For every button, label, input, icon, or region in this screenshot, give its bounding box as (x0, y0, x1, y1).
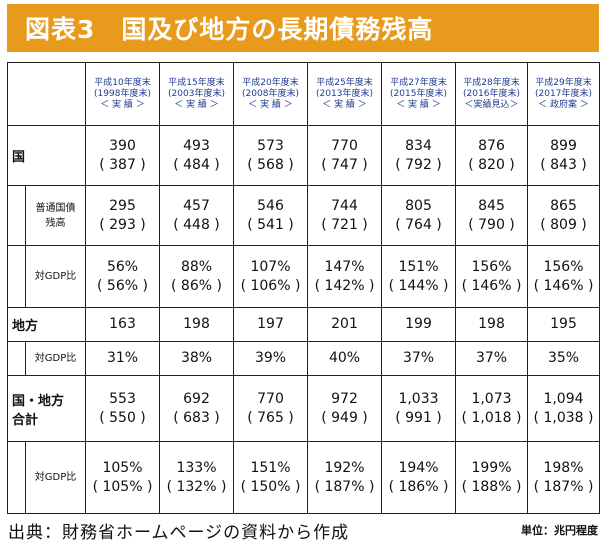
row-chiho: 地方 163 198 197 201 199 198 195 (7, 307, 600, 342)
table-cell: 770( 765 ) (233, 375, 308, 442)
table-cell: 692( 683 ) (159, 375, 234, 442)
indent-spacer (7, 185, 26, 246)
table-cell: 37% (381, 341, 456, 376)
table-cell: 192%( 187% ) (307, 441, 382, 514)
table-cell: 198%( 187% ) (527, 441, 600, 514)
source-note: 出典：財務省ホームページの資料から作成 (8, 523, 350, 543)
table-cell: 972( 949 ) (307, 375, 382, 442)
table-cell: 194%( 186% ) (381, 441, 456, 514)
table-cell: 105%( 105% ) (85, 441, 160, 514)
table-cell: 865( 809 ) (527, 185, 600, 246)
table-cell: 390( 387 ) (85, 125, 160, 186)
table-cell: 163 (85, 307, 160, 342)
debt-table: 平成10年度末 (1998年度末) ＜ 実 績 ＞ 平成15年度末 (2003年度末)… (7, 62, 600, 514)
table-cell: 37% (455, 341, 528, 376)
unit-note: 単位：兆円程度 (521, 524, 598, 537)
table-cell: 834( 792 ) (381, 125, 456, 186)
column-header: 平成10年度末 (1998年度末) ＜ 実 績 ＞ (85, 62, 160, 126)
table-cell: 40% (307, 341, 382, 376)
table-cell: 88%( 86% ) (159, 245, 234, 308)
row-kuni-gdp: 対GDP比 56%( 56% ) 88%( 86% ) 107%( 106% )… (7, 245, 600, 308)
table-cell: 201 (307, 307, 382, 342)
table-cell: 39% (233, 341, 308, 376)
row-label-total: 国・地方 合計 (7, 375, 86, 442)
table-cell: 31% (85, 341, 160, 376)
row-label-total-gdp: 対GDP比 (25, 441, 86, 514)
table-cell: 156%( 146% ) (455, 245, 528, 308)
table-cell: 1,033( 991 ) (381, 375, 456, 442)
table-cell: 151%( 150% ) (233, 441, 308, 514)
table-cell: 38% (159, 341, 234, 376)
table-cell: 107%( 106% ) (233, 245, 308, 308)
table-cell: 198 (159, 307, 234, 342)
row-total-gdp: 対GDP比 105%( 105% ) 133%( 132% ) 151%( 15… (7, 441, 600, 514)
table-cell: 493( 484 ) (159, 125, 234, 186)
column-header: 平成29年度末 (2017年度末) ＜ 政府案 ＞ (527, 62, 600, 126)
column-header: 平成20年度末 (2008年度末) ＜ 実 績 ＞ (233, 62, 308, 126)
table-cell: 195 (527, 307, 600, 342)
table-cell: 457( 448 ) (159, 185, 234, 246)
table-cell: 770( 747 ) (307, 125, 382, 186)
row-chiho-gdp: 対GDP比 31% 38% 39% 40% 37% 37% 35% (7, 341, 600, 376)
table-cell: 553( 550 ) (85, 375, 160, 442)
column-header: 平成28年度末 (2016年度末) ＜実績見込＞ (455, 62, 528, 126)
row-kuni: 国 390( 387 ) 493( 484 ) 573( 568 ) 770( … (7, 125, 600, 186)
table-cell: 197 (233, 307, 308, 342)
table-cell: 151%( 144% ) (381, 245, 456, 308)
row-label-futsu: 普通国債 残高 (25, 185, 86, 246)
table-cell: 147%( 142% ) (307, 245, 382, 308)
table-cell: 573( 568 ) (233, 125, 308, 186)
table-cell: 805( 764 ) (381, 185, 456, 246)
table-cell: 198 (455, 307, 528, 342)
row-label-kuni: 国 (7, 125, 86, 186)
page-title: 図表3 国及び地方の長期債務残高 (25, 15, 434, 44)
column-header: 平成15年度末 (2003年度末) ＜ 実 績 ＞ (159, 62, 234, 126)
row-label-chiho-gdp: 対GDP比 (25, 341, 86, 376)
indent-spacer (7, 245, 26, 308)
table-cell: 546( 541 ) (233, 185, 308, 246)
table-cell: 845( 790 ) (455, 185, 528, 246)
column-header: 平成27年度末 (2015年度末) ＜ 実 績 ＞ (381, 62, 456, 126)
column-header: 平成25年度末 (2013年度末) ＜ 実 績 ＞ (307, 62, 382, 126)
title-banner: 図表3 国及び地方の長期債務残高 (7, 4, 599, 52)
table-cell: 156%( 146% ) (527, 245, 600, 308)
table-cell: 133%( 132% ) (159, 441, 234, 514)
row-label-chiho: 地方 (7, 307, 86, 342)
table-cell: 35% (527, 341, 600, 376)
table-cell: 199 (381, 307, 456, 342)
row-futsu: 普通国債 残高 295( 293 ) 457( 448 ) 546( 541 ) … (7, 185, 600, 246)
table-cell: 1,094( 1,038 ) (527, 375, 600, 442)
table-cell: 1,073( 1,018 ) (455, 375, 528, 442)
row-label-kuni-gdp: 対GDP比 (25, 245, 86, 308)
header-row: 平成10年度末 (1998年度末) ＜ 実 績 ＞ 平成15年度末 (2003年度末)… (7, 62, 600, 126)
indent-spacer (7, 441, 26, 514)
table-cell: 876( 820 ) (455, 125, 528, 186)
table-cell: 744( 721 ) (307, 185, 382, 246)
indent-spacer (7, 341, 26, 376)
row-total: 国・地方 合計 553( 550 ) 692( 683 ) 770( 765 ) … (7, 375, 600, 442)
table-cell: 295( 293 ) (85, 185, 160, 246)
table-cell: 199%( 188% ) (455, 441, 528, 514)
table-cell: 56%( 56% ) (85, 245, 160, 308)
header-corner (7, 62, 86, 126)
table-cell: 899( 843 ) (527, 125, 600, 186)
